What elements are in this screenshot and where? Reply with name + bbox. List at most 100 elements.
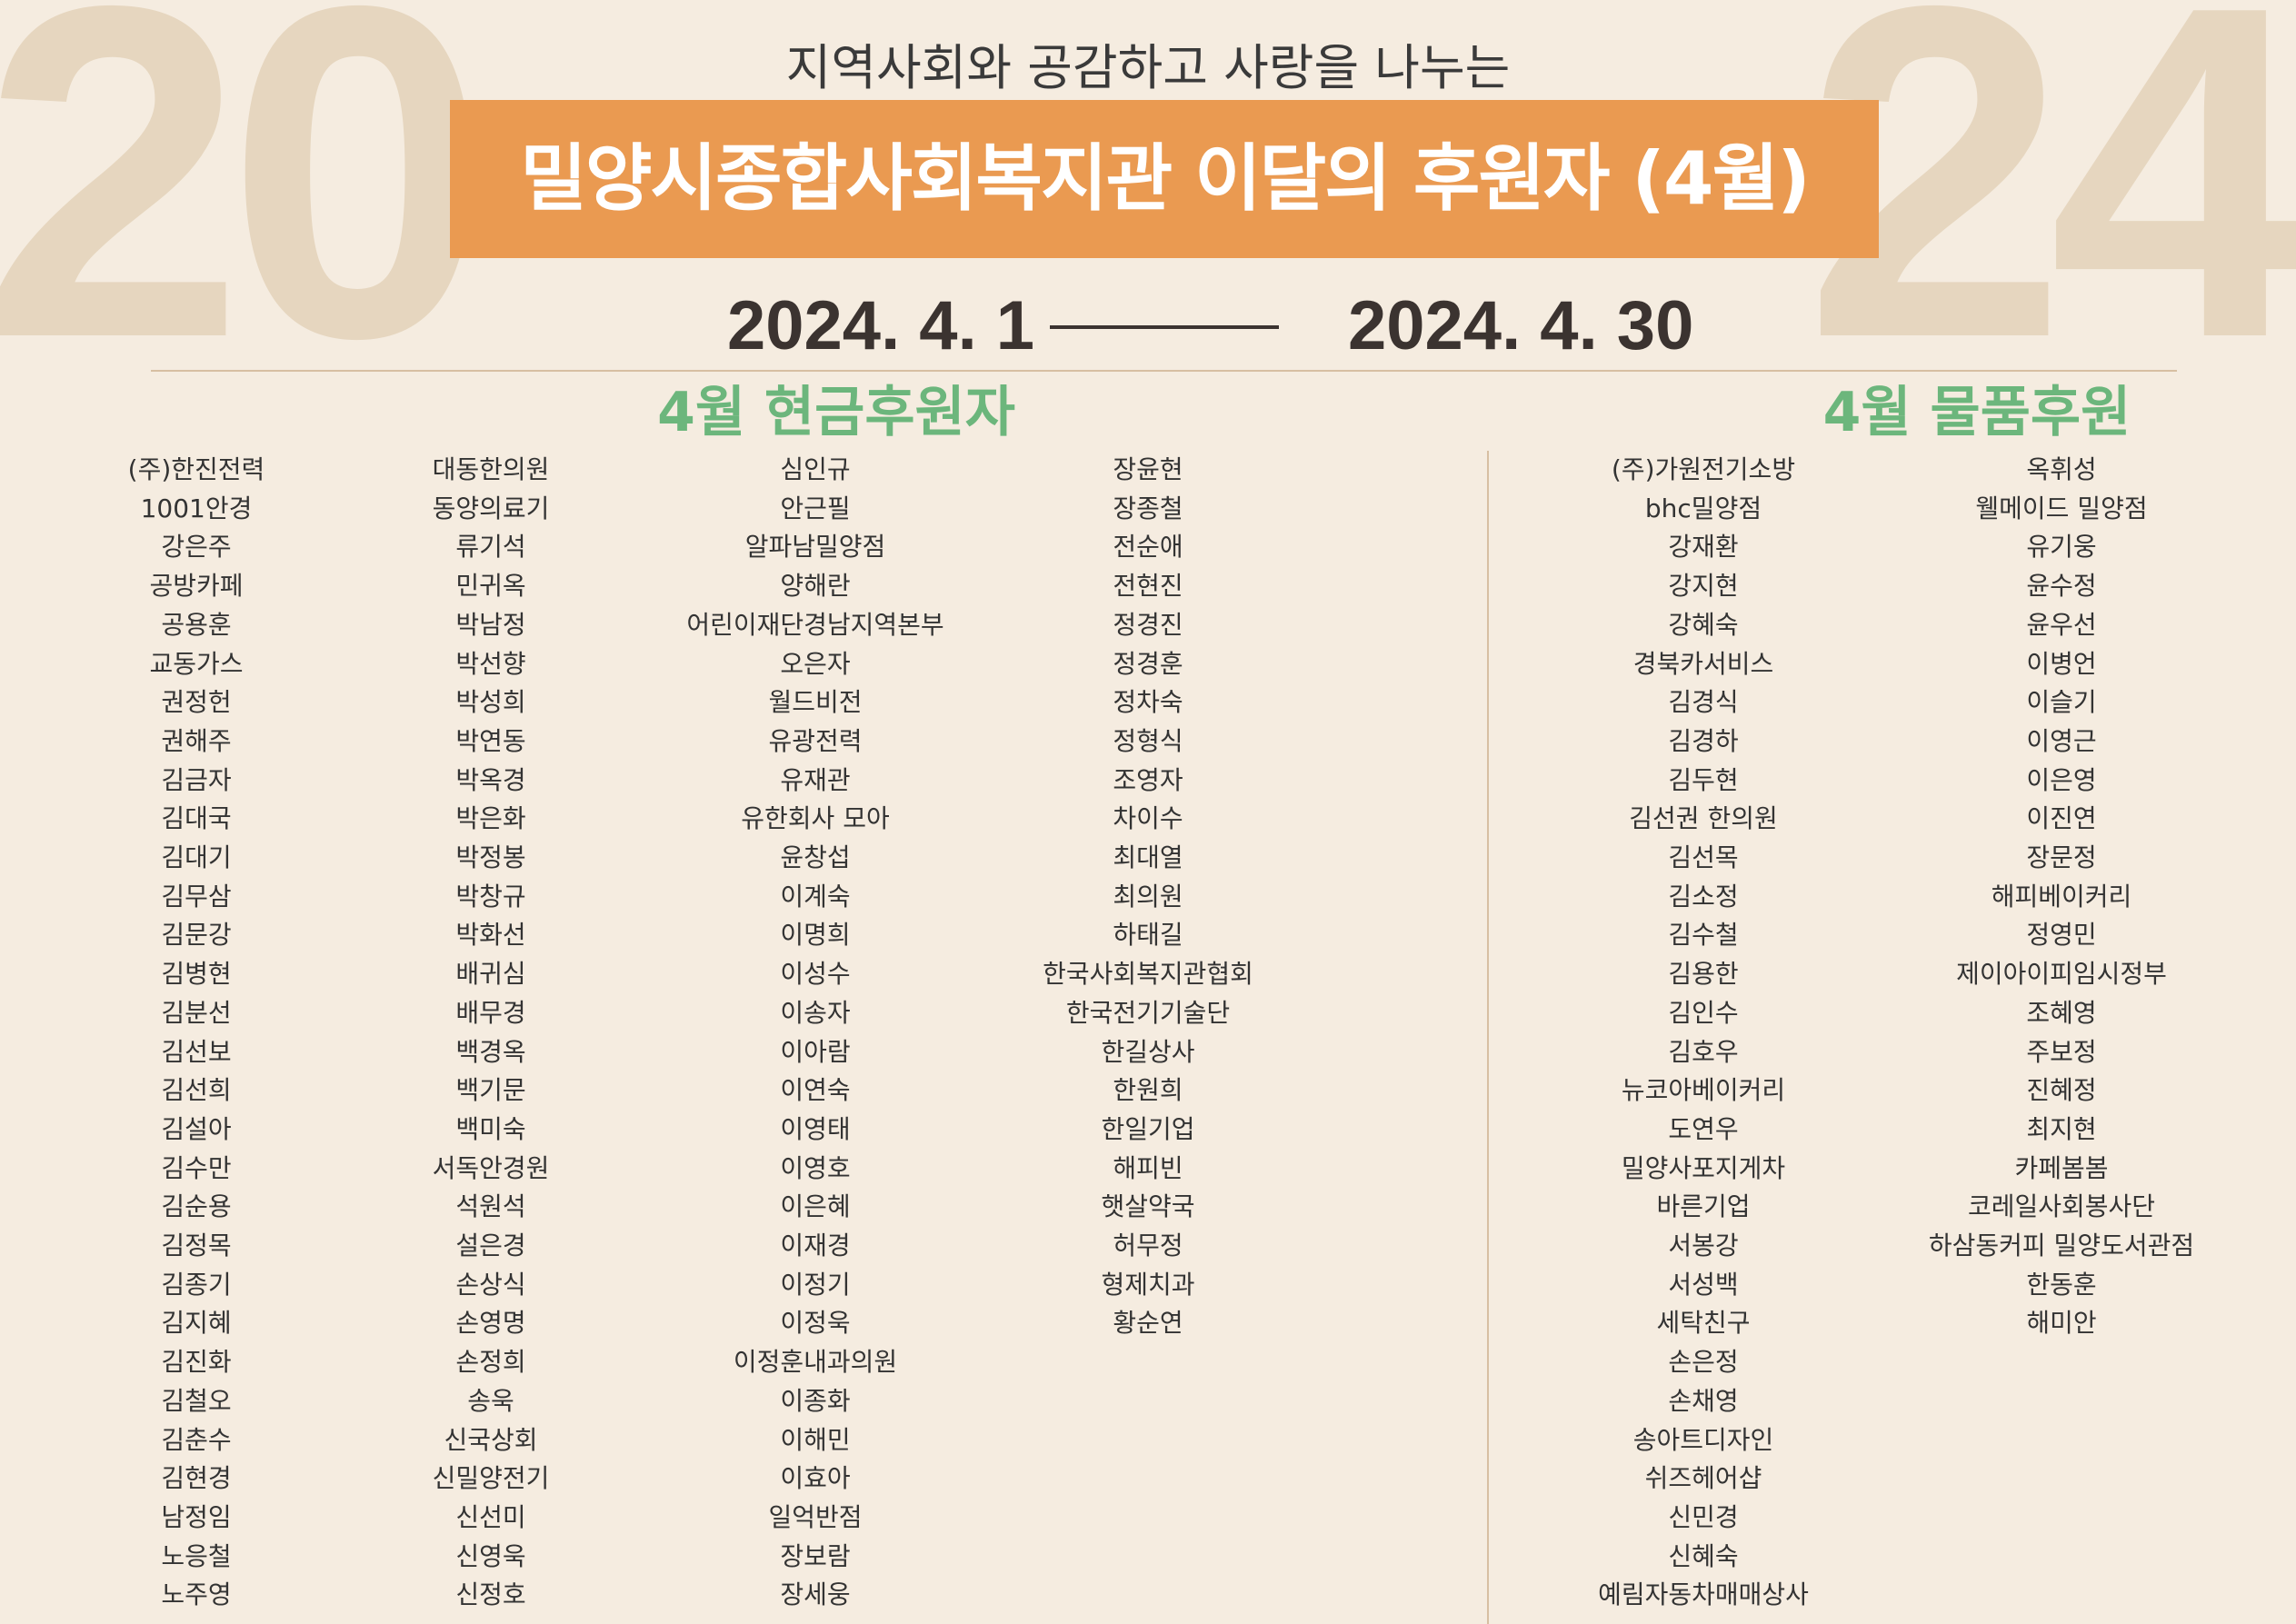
donor-name: 밀양사포지게차 — [1621, 1152, 1786, 1183]
donor-name: 김수만 — [161, 1152, 232, 1183]
donor-name: 조혜영 — [2026, 997, 2097, 1028]
donor-name: 코레일사회봉사단 — [1967, 1191, 2156, 1222]
donor-name: 황순연 — [1113, 1308, 1183, 1339]
donor-name: 해미안 — [2026, 1308, 2097, 1339]
donor-name: 이재경 — [780, 1230, 851, 1261]
donor-name: 뉴코아베이커리 — [1621, 1075, 1786, 1106]
donor-name: 김수철 — [1668, 920, 1739, 951]
donor-name: 손정희 — [455, 1347, 526, 1378]
donor-column: 대동한의원 동양의료기 류기석 민귀옥 박남정 박선향 박성희 박연동 박옥경 박은화 박정봉 박창규… — [300, 451, 682, 1615]
donor-name: 유한회사 모아 — [741, 803, 890, 834]
donor-name: 강재환 — [1668, 532, 1739, 563]
donor-name: 웰메이드 밀양점 — [1975, 493, 2148, 523]
donor-name: 도연우 — [1668, 1113, 1739, 1144]
donor-name: 윤창섭 — [780, 842, 851, 873]
donor-name: 강혜숙 — [1668, 609, 1739, 640]
donor-name: 이명희 — [780, 920, 851, 951]
donor-name: 강지현 — [1668, 571, 1739, 602]
donor-name: 이효아 — [780, 1463, 851, 1494]
donor-name: 공용훈 — [161, 609, 232, 640]
donor-name: 신영욱 — [455, 1540, 526, 1571]
donor-name: 알파남밀양점 — [744, 532, 886, 563]
donor-name: 손상식 — [455, 1269, 526, 1300]
donor-name: 전순애 — [1113, 532, 1183, 563]
donor-column: 장윤현 장종철 전순애 전현진 정경진 정경훈 정차숙 정형식 조영자 차이수 최대열 최의원 하태길 한… — [957, 451, 1339, 1343]
donor-name: 이아람 — [780, 1036, 851, 1067]
donor-name: 김문강 — [161, 920, 232, 951]
donor-name: 월드비전 — [768, 687, 863, 718]
donor-name: 백경옥 — [455, 1036, 526, 1067]
donor-name: 백기문 — [455, 1075, 526, 1106]
donor-name: 유광전력 — [768, 725, 863, 756]
donor-name: 윤수정 — [2026, 571, 2097, 602]
donor-name: 이송자 — [780, 997, 851, 1028]
donor-name: 김두현 — [1668, 764, 1739, 795]
cash-heading: 4월 현금후원자 — [657, 381, 1015, 444]
donor-name: 이영태 — [780, 1113, 851, 1144]
donor-name: 이정기 — [780, 1269, 851, 1300]
donor-name: 이영호 — [780, 1152, 851, 1183]
donor-name: 세탁친구 — [1656, 1308, 1751, 1339]
donor-name: 박연동 — [455, 725, 526, 756]
donor-name: 박창규 — [455, 881, 526, 912]
donor-name: 김병현 — [161, 959, 232, 990]
donor-name: 제이아이피임시정부 — [1956, 959, 2167, 990]
donor-name: 윤우선 — [2026, 609, 2097, 640]
donor-name: 손영명 — [455, 1308, 526, 1339]
donor-name: 김대기 — [161, 842, 232, 873]
donor-name: 진혜정 — [2026, 1075, 2097, 1106]
donor-name: 석원석 — [455, 1191, 526, 1222]
donor-name: 김춘수 — [161, 1424, 232, 1455]
donor-name: 박화선 — [455, 920, 526, 951]
donor-name: 김호우 — [1668, 1036, 1739, 1067]
title-banner — [450, 100, 1879, 258]
donor-name: 설은경 — [455, 1230, 526, 1261]
donor-name: 송욱 — [467, 1385, 514, 1416]
donor-name: 어린이재단경남지역본부 — [686, 609, 944, 640]
donor-name: 서봉강 — [1668, 1230, 1739, 1261]
donor-name: 권정헌 — [161, 687, 232, 718]
end-date: 2024. 4. 30 — [1348, 287, 1694, 364]
donor-name: 이해민 — [780, 1424, 851, 1455]
donor-name: 유재관 — [780, 764, 851, 795]
donor-name: 이진연 — [2026, 803, 2097, 834]
donor-name: 김인수 — [1668, 997, 1739, 1028]
goods-heading: 4월 물품후원 — [1822, 381, 2131, 444]
donor-name: 김현경 — [161, 1463, 232, 1494]
donor-name: 카페봄봄 — [2014, 1152, 2109, 1183]
column-divider — [1487, 451, 1489, 1624]
donor-name: 김금자 — [161, 764, 232, 795]
donor-name: 해피빈 — [1113, 1152, 1183, 1183]
donor-name: 박옥경 — [455, 764, 526, 795]
donor-name: 신정호 — [455, 1579, 526, 1610]
donor-name: 김소정 — [1668, 881, 1739, 912]
donor-name: 일억반점 — [768, 1501, 863, 1532]
donor-name: 정형식 — [1113, 725, 1183, 756]
donor-name: 예림자동차매매상사 — [1598, 1579, 1809, 1610]
donor-name: 남정임 — [161, 1501, 232, 1532]
donor-name: 이영근 — [2026, 725, 2097, 756]
donor-name: bhc밀양점 — [1644, 493, 1762, 523]
donor-name: 신선미 — [455, 1501, 526, 1532]
donor-name: 손채영 — [1668, 1385, 1739, 1416]
donor-name: 김순용 — [161, 1191, 232, 1222]
donor-name: 전현진 — [1113, 571, 1183, 602]
donor-name: 최지현 — [2026, 1113, 2097, 1144]
donor-name: 노응철 — [161, 1540, 232, 1571]
donor-name: 신밀양전기 — [432, 1463, 550, 1494]
donor-name: 한길상사 — [1101, 1036, 1195, 1067]
donor-name: 장윤현 — [1113, 454, 1183, 484]
donor-name: 손은정 — [1668, 1347, 1739, 1378]
donor-name: 서성백 — [1668, 1269, 1739, 1300]
donor-name: 김선보 — [161, 1036, 232, 1067]
donor-name: 백미숙 — [455, 1113, 526, 1144]
donor-column: 옥휘성 웰메이드 밀양점 유기웅 윤수정 윤우선 이병언 이슬기 이영근 이은영 이진연 장문정 해피… — [1871, 451, 2252, 1343]
donor-name: 경북카서비스 — [1632, 648, 1774, 679]
donor-name: 정영민 — [2026, 920, 2097, 951]
donor-name: 이정훈내과의원 — [733, 1347, 898, 1378]
donor-name: 한동훈 — [2026, 1269, 2097, 1300]
donor-name: 이연숙 — [780, 1075, 851, 1106]
donor-name: 한원희 — [1113, 1075, 1183, 1106]
donor-name: 배무경 — [455, 997, 526, 1028]
